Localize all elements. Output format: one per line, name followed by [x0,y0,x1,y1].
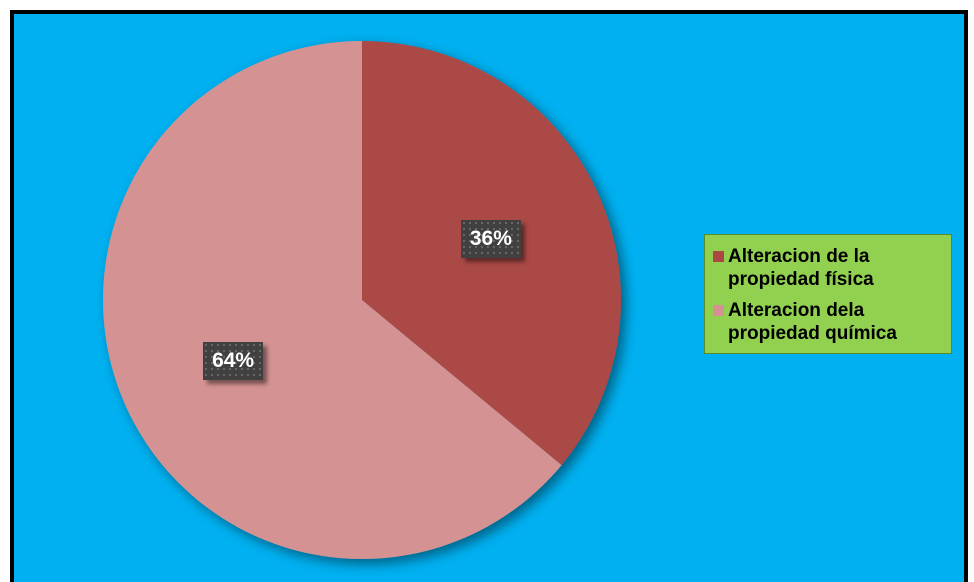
chart-area: 36% 64% Alteracion de la propiedad físic… [10,10,968,582]
data-label-slice-2: 64% [203,341,264,380]
legend-swatch-quimica [713,305,724,316]
legend-swatch-fisica [713,251,724,262]
legend: Alteracion de la propiedad física Altera… [704,234,952,354]
pie-slice-2 [102,41,562,559]
legend-label-fisica: Alteracion de la propiedad física [728,246,874,290]
legend-item-fisica: Alteracion de la propiedad física [713,245,945,291]
legend-item-quimica: Alteracion dela propiedad química [713,299,945,345]
data-label-slice-1: 36% [460,220,521,259]
legend-label-quimica: Alteracion dela propiedad química [728,300,897,344]
